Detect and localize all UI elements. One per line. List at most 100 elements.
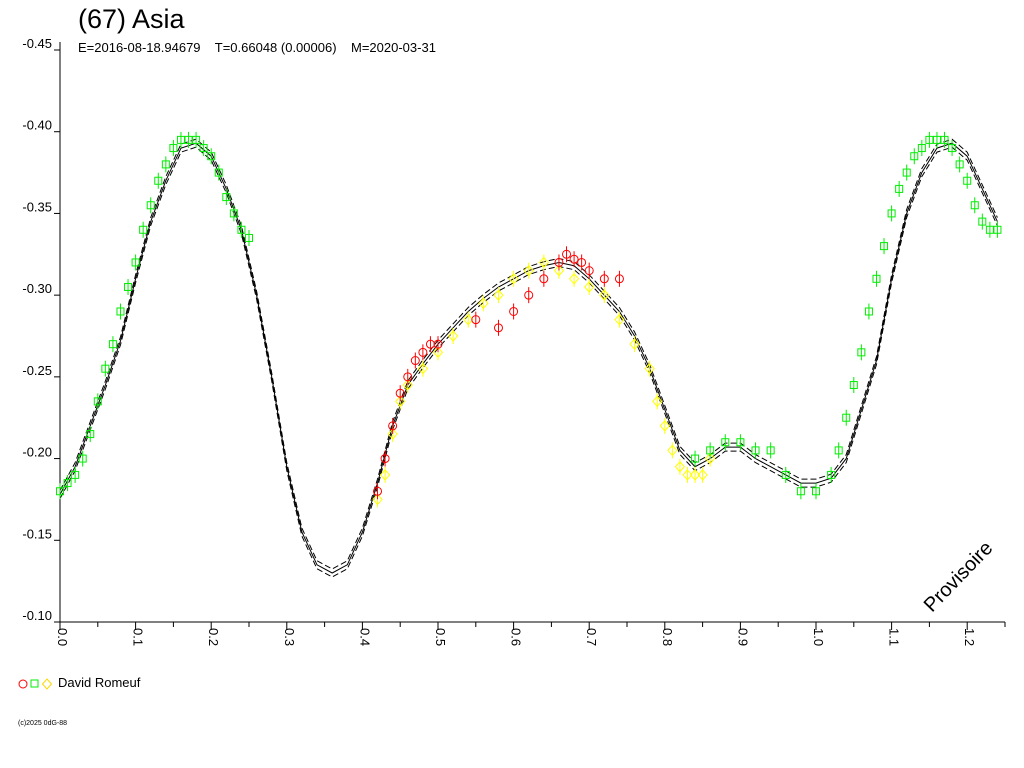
data-point-square (781, 470, 790, 479)
data-point-square (895, 184, 904, 193)
data-point-diamond (493, 289, 504, 301)
data-point-circle (418, 347, 428, 357)
data-point-circle (471, 315, 481, 325)
fit-curve-lower-bound (59, 138, 998, 570)
data-point-square (199, 144, 208, 153)
data-point-square (902, 168, 911, 177)
data-point-circle (395, 388, 405, 398)
data-point-circle (388, 421, 398, 431)
y-tick-label: -0.45 (22, 36, 52, 51)
data-point-square (78, 454, 87, 463)
data-point-diamond (629, 338, 640, 350)
data-point-square (955, 160, 964, 169)
data-point-square (176, 135, 185, 144)
data-point-diamond (599, 289, 610, 301)
x-tick-label: 0.2 (206, 628, 221, 646)
data-point-square (940, 135, 949, 144)
data-point-diamond (689, 469, 701, 481)
y-tick-label: -0.10 (22, 608, 52, 623)
data-point-diamond (704, 452, 716, 465)
data-point-square (721, 438, 730, 447)
chart-title: (67) Asia (78, 4, 185, 34)
data-point-diamond (379, 469, 391, 481)
data-points (56, 131, 1002, 508)
data-point-circle (554, 257, 564, 267)
data-point-circle (433, 339, 443, 349)
data-point-circle (584, 266, 594, 276)
data-point-square (872, 274, 881, 283)
fit-curve (59, 138, 998, 578)
data-point-diamond (682, 469, 693, 481)
legend-square-marker (30, 679, 39, 688)
data-point-square (917, 144, 926, 153)
copyright-text: (c)2025 0dG-88 (18, 720, 68, 727)
data-point-square (812, 487, 820, 496)
x-tick-label: 0.6 (509, 628, 524, 646)
data-point-square (985, 225, 994, 234)
data-point-square (124, 282, 133, 291)
x-tick-label: 0.5 (433, 628, 448, 646)
y-tick-label: -0.15 (22, 526, 52, 541)
data-point-diamond (478, 297, 489, 310)
data-point-diamond (584, 281, 595, 293)
data-point-square (71, 470, 80, 479)
legend-label: David Romeuf (58, 675, 141, 690)
data-point-circle (373, 486, 383, 496)
y-tick-label: -0.30 (22, 281, 52, 296)
data-point-diamond (697, 469, 708, 481)
data-point-square (214, 168, 223, 177)
data-point-diamond (644, 362, 655, 375)
data-point-diamond (372, 493, 383, 506)
x-tick-label: 0.1 (131, 628, 146, 646)
y-tick-label: -0.20 (22, 445, 52, 460)
data-point-circle (577, 257, 587, 267)
data-point-square (842, 413, 851, 422)
data-point-circle (509, 306, 519, 316)
data-point-square (880, 242, 889, 251)
y-tick-label: -0.40 (22, 118, 52, 133)
data-point-square (161, 160, 170, 169)
data-point-square (849, 381, 858, 390)
data-point-diamond (402, 379, 413, 391)
data-point-square (834, 446, 843, 455)
modified-date-text: M=2020-03-31 (351, 40, 436, 55)
period-text: T=0.66048 (0.00006) (214, 40, 337, 55)
data-point-square (139, 225, 148, 234)
legend-circle-marker (18, 679, 28, 689)
x-tick-label: 0.4 (357, 628, 372, 646)
x-tick-label: 1.0 (811, 628, 826, 646)
data-point-square (222, 193, 231, 202)
data-point-diamond (395, 395, 406, 408)
epoch-text: E=2016-08-18.94679 (78, 40, 201, 55)
y-tick-label: -0.25 (22, 363, 52, 378)
data-point-diamond (432, 346, 444, 359)
data-point-square (108, 340, 117, 349)
data-point-circle (403, 372, 413, 382)
data-point-square (116, 307, 125, 316)
x-tick-label: 0.9 (735, 628, 750, 646)
data-point-diamond (447, 330, 459, 342)
data-point-square (56, 487, 64, 496)
data-point-diamond (568, 273, 580, 285)
data-point-circle (380, 454, 390, 464)
data-point-square (245, 233, 253, 242)
data-point-circle (614, 274, 624, 284)
data-point-diamond (553, 264, 565, 277)
data-point-square (925, 135, 934, 144)
data-point-circle (524, 290, 534, 300)
data-point-circle (410, 356, 420, 366)
provisoire-watermark: Provisoire (920, 537, 998, 616)
y-tick-label: -0.35 (22, 199, 52, 214)
data-point-square (169, 144, 178, 153)
data-point-square (963, 176, 972, 185)
data-point-diamond (667, 444, 678, 457)
data-point-square (207, 152, 216, 161)
data-point-square (932, 135, 941, 144)
data-point-square (131, 258, 140, 267)
data-point-square (63, 479, 72, 488)
data-point-square (184, 135, 193, 144)
data-point-square (154, 176, 163, 185)
data-point-square (86, 430, 95, 439)
data-point-square (993, 225, 1002, 234)
